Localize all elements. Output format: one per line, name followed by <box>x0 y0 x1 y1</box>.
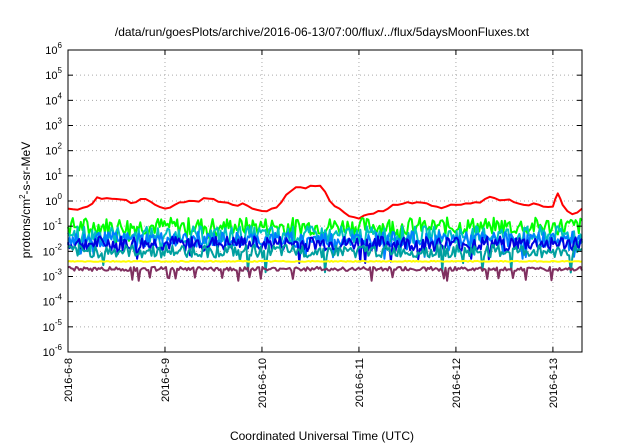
y-tick-label: 102 <box>45 142 62 158</box>
y-axis-label-part: -s-sr-MeV <box>19 142 33 195</box>
x-tick-label: 2016-6-9 <box>160 358 172 402</box>
y-tick-label: 106 <box>45 41 62 57</box>
y-tick-label: 10-4 <box>43 293 63 309</box>
x-tick-label: 2016-6-12 <box>451 358 463 408</box>
series-line-6 <box>67 259 583 263</box>
grid <box>68 50 582 352</box>
y-tick-label: 10-2 <box>43 242 63 258</box>
y-ticks: 10-6 10-5 10-4 10-3 10-2 10-1 100 101 102 103 104 1… <box>43 41 582 359</box>
y-tick-label: 10-5 <box>43 318 63 334</box>
y-tick-label: 10-6 <box>43 343 63 359</box>
chart-title: /data/run/goesPlots/archive/2016-06-13/0… <box>115 25 530 39</box>
y-tick-label: 104 <box>45 91 62 107</box>
x-tick-label: 2016-6-8 <box>63 358 75 402</box>
x-tick-label: 2016-6-11 <box>354 358 366 407</box>
series-line-5 <box>67 244 583 274</box>
y-axis-label: protons/cm2-s-sr-MeV <box>18 142 33 258</box>
y-axis-label-part: protons/cm <box>19 199 33 258</box>
x-axis-label: Coordinated Universal Time (UTC) <box>230 429 414 443</box>
y-tick-label: 105 <box>45 66 62 82</box>
series-line-3 <box>67 230 583 260</box>
y-axis-label-superscript: 2 <box>18 194 27 199</box>
y-tick-label: 103 <box>45 117 62 133</box>
x-ticks: 2016-6-8 2016-6-9 2016-6-10 2016-6-11 2016-6… <box>63 50 560 408</box>
y-tick-label: 100 <box>45 192 62 208</box>
series-line-4 <box>67 235 583 264</box>
y-tick-label: 101 <box>45 167 62 183</box>
series-line-0 <box>67 184 583 220</box>
y-tick-label: 10-3 <box>43 268 63 284</box>
x-tick-label: 2016-6-13 <box>548 358 560 408</box>
y-tick-label: 10-1 <box>43 217 63 233</box>
x-tick-label: 2016-6-10 <box>257 358 269 408</box>
series-line-7 <box>67 265 583 282</box>
series-group <box>67 184 583 282</box>
